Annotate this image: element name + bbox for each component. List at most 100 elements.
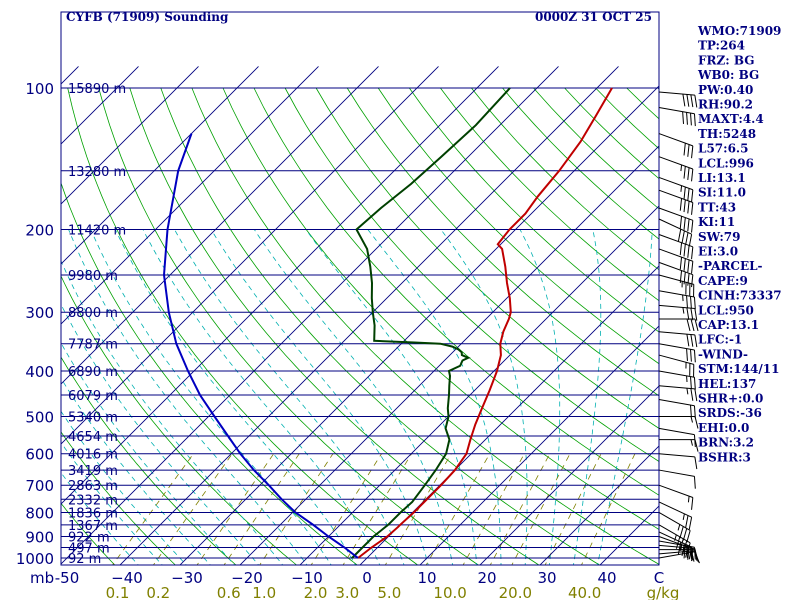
isotherm-line: [61, 66, 199, 205]
wind-barb: [658, 501, 693, 530]
wind-barb: [658, 189, 694, 215]
index-line: -PARCEL-: [698, 259, 763, 273]
moist-adiabat-line: [305, 229, 478, 565]
height-label: 1836 m: [68, 506, 118, 521]
height-label: 4654 m: [68, 430, 118, 445]
wind-barb: [658, 385, 698, 402]
mixing-ratio-line: [310, 453, 382, 565]
wind-barb: [658, 399, 696, 419]
dry-adiabat-line: [61, 356, 237, 565]
dry-adiabat-line: [440, 87, 659, 302]
pressure-tick-label: 800: [25, 504, 54, 522]
temp-tick-label: −20: [231, 569, 263, 587]
isotherm-line: [419, 325, 659, 565]
mixing-ratio-tick-label: 20.0: [499, 584, 532, 600]
height-label: 4016 m: [68, 448, 118, 463]
pressure-tick-label: 500: [25, 409, 54, 427]
index-line: RH:90.2: [698, 98, 753, 112]
wind-barb: [658, 469, 696, 489]
index-line: SHR+:0.0: [698, 392, 763, 406]
isotherm-line: [479, 385, 659, 565]
height-label: 922 m: [68, 530, 110, 545]
wind-barb: [658, 370, 696, 390]
pressure-tick-label: 400: [25, 363, 54, 381]
index-line: MAXT:4.4: [698, 112, 764, 126]
temp-tick-label: 10: [417, 569, 436, 587]
wind-barb: [658, 427, 696, 448]
moist-adiabat-line: [114, 229, 356, 565]
index-line: TH:5248: [698, 127, 756, 141]
pressure-tick-label: 1000: [16, 550, 54, 568]
wind-barb: [658, 106, 696, 127]
index-line: SRDS:-36: [698, 406, 762, 420]
height-label: 8800 m: [68, 306, 118, 321]
moist-adiabat-line: [61, 303, 260, 565]
moist-adiabat-line: [174, 229, 405, 565]
moist-adiabat-line: [367, 229, 502, 565]
index-line: LI:13.1: [698, 171, 746, 185]
index-line: CAPE:9: [698, 274, 748, 288]
wind-barb: [658, 234, 694, 260]
dry-adiabat-line: [98, 87, 479, 565]
height-label: 92 m: [68, 552, 101, 567]
index-line: HEL:137: [698, 377, 756, 391]
wind-barb: [658, 290, 696, 310]
dry-adiabat-line: [61, 275, 298, 565]
index-line: LCL:996: [698, 156, 754, 170]
mixing-ratio-tick-label: 10.0: [433, 584, 466, 600]
isotherm-line: [61, 66, 259, 265]
temp-tick-label: 20: [477, 569, 496, 587]
wind-barb: [658, 536, 694, 562]
index-line: KI:11: [698, 215, 735, 229]
isotherm-line: [299, 205, 659, 565]
isotherm-line: [61, 66, 379, 385]
index-line: CAP:13.1: [698, 318, 759, 332]
temp-unit-label: C: [654, 569, 664, 587]
mixing-ratio-tick-label: 0.2: [146, 584, 170, 600]
pressure-tick-label: 300: [25, 304, 54, 322]
index-line: L57:6.5: [698, 142, 748, 156]
plot-frame: [60, 11, 660, 566]
isotherm-line: [239, 145, 659, 565]
wind-barb: [658, 524, 691, 555]
wind-barb: [659, 416, 699, 429]
height-label: 9980 m: [68, 269, 118, 284]
moist-adiabat-line: [61, 410, 187, 565]
height-label: 2332 m: [68, 493, 118, 508]
dry-adiabat-line: [129, 87, 540, 565]
temp-tick-label: −10: [291, 569, 323, 587]
wind-barb: [658, 91, 698, 108]
moist-adiabat-line: [142, 229, 381, 565]
isotherm-line: [179, 85, 659, 565]
pressure-tick-label: 600: [25, 446, 54, 464]
wind-barb: [658, 248, 694, 274]
moist-adiabat-line: [210, 229, 429, 565]
index-line: PW:0.40: [698, 83, 753, 97]
dry-adiabat-line: [315, 87, 659, 429]
wind-barb: [658, 133, 694, 159]
dry-adiabat-line: [160, 87, 601, 565]
height-label: 15890 m: [68, 82, 126, 97]
isotherm-line: [119, 66, 619, 565]
temp-tick-label: 30: [537, 569, 556, 587]
pressure-unit-label: mb: [30, 569, 54, 587]
isotherm-line: [61, 66, 499, 505]
wind-barb: [658, 484, 694, 510]
temp-tick-label: −40: [111, 569, 143, 587]
temp-tick-label: −30: [171, 569, 203, 587]
height-label: 1367 m: [68, 519, 118, 534]
wind-barb: [658, 453, 698, 470]
pressure-tick-label: 700: [25, 477, 54, 495]
wind-barb: [658, 512, 691, 543]
chart-grid: [61, 66, 659, 565]
mixing-ratio-tick-label: 0.1: [106, 584, 130, 600]
wind-barb: [659, 439, 699, 452]
temperature-profile-line: [357, 87, 613, 559]
mixing-ratio-line: [152, 453, 233, 565]
pressure-tick-label: 100: [25, 80, 54, 98]
height-label: 5340 m: [68, 411, 118, 426]
moist-adiabat-line: [440, 229, 528, 565]
dry-adiabat-line: [253, 87, 659, 496]
moist-adiabat-line: [61, 441, 163, 565]
dry-adiabat-line: [61, 181, 358, 565]
